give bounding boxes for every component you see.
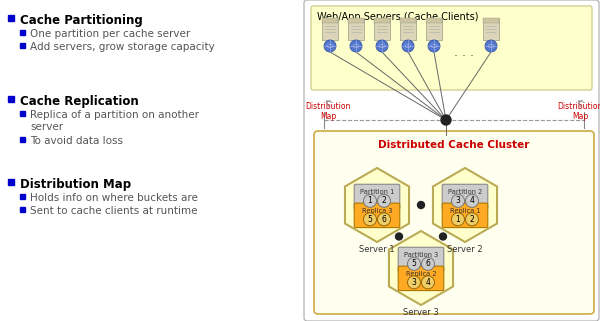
Bar [8, 15, 14, 21]
Circle shape [402, 40, 414, 52]
Text: Distribution Map: Distribution Map [20, 178, 131, 191]
Text: Replica 3: Replica 3 [362, 208, 392, 214]
FancyBboxPatch shape [314, 131, 594, 314]
Text: 1: 1 [368, 196, 373, 205]
Bar [20, 207, 25, 212]
Bar [20, 43, 25, 48]
Text: Holds info on where buckets are: Holds info on where buckets are [30, 193, 198, 203]
Text: Replica 2: Replica 2 [406, 271, 436, 277]
Text: 1: 1 [455, 215, 460, 224]
FancyBboxPatch shape [354, 203, 400, 228]
Circle shape [407, 257, 421, 270]
FancyBboxPatch shape [398, 247, 444, 273]
Circle shape [452, 194, 464, 207]
Circle shape [407, 276, 421, 289]
Circle shape [395, 233, 403, 240]
Circle shape [439, 233, 446, 240]
Text: 4: 4 [425, 278, 430, 287]
Bar [400, 18, 416, 23]
Bar [426, 18, 442, 23]
FancyBboxPatch shape [483, 18, 499, 40]
Circle shape [485, 40, 497, 52]
Text: 2: 2 [470, 215, 475, 224]
Circle shape [377, 213, 391, 226]
Bar [348, 18, 364, 23]
Bar [8, 96, 14, 102]
Text: Web/App Servers (Cache Clients): Web/App Servers (Cache Clients) [317, 12, 479, 22]
Bar [20, 111, 25, 116]
Circle shape [376, 40, 388, 52]
Circle shape [421, 276, 434, 289]
Text: Distributed Cache Cluster: Distributed Cache Cluster [379, 140, 530, 150]
Text: 5: 5 [368, 215, 373, 224]
Text: Partition 3: Partition 3 [404, 252, 438, 258]
Circle shape [324, 40, 336, 52]
Bar [20, 194, 25, 199]
Bar [8, 179, 14, 185]
Text: 5: 5 [412, 259, 416, 268]
FancyBboxPatch shape [400, 18, 416, 40]
FancyBboxPatch shape [442, 184, 488, 210]
Text: 3: 3 [455, 196, 460, 205]
Circle shape [441, 115, 451, 125]
Bar [20, 137, 25, 142]
Circle shape [466, 194, 479, 207]
Bar [322, 18, 338, 23]
Circle shape [364, 213, 377, 226]
Text: Sent to cache clients at runtime: Sent to cache clients at runtime [30, 206, 197, 216]
Text: Partition 2: Partition 2 [448, 189, 482, 195]
Text: Distribution
Map: Distribution Map [557, 102, 600, 121]
FancyBboxPatch shape [374, 18, 390, 40]
Text: Replica 1: Replica 1 [450, 208, 480, 214]
Text: One partition per cache server: One partition per cache server [30, 29, 190, 39]
Bar [483, 18, 499, 23]
Polygon shape [345, 168, 409, 242]
Circle shape [428, 40, 440, 52]
Text: 2: 2 [382, 196, 386, 205]
Polygon shape [433, 168, 497, 242]
Text: Server 3: Server 3 [403, 308, 439, 317]
Text: 3: 3 [412, 278, 416, 287]
Circle shape [466, 213, 479, 226]
Text: . . .: . . . [454, 46, 474, 58]
Text: 6: 6 [382, 215, 386, 224]
Circle shape [452, 213, 464, 226]
FancyBboxPatch shape [304, 0, 599, 321]
Polygon shape [389, 231, 453, 305]
Circle shape [377, 194, 391, 207]
Text: Partition 1: Partition 1 [360, 189, 394, 195]
Text: 4: 4 [470, 196, 475, 205]
FancyBboxPatch shape [348, 18, 364, 40]
Text: Cache Replication: Cache Replication [20, 95, 139, 108]
Text: Cache Partitioning: Cache Partitioning [20, 14, 143, 27]
Text: Replica of a partition on another
server: Replica of a partition on another server [30, 110, 199, 132]
Text: Server 1: Server 1 [359, 245, 395, 254]
Text: 6: 6 [425, 259, 430, 268]
Circle shape [421, 257, 434, 270]
FancyBboxPatch shape [426, 18, 442, 40]
Circle shape [350, 40, 362, 52]
Bar [374, 18, 390, 23]
Circle shape [418, 202, 425, 209]
FancyBboxPatch shape [311, 6, 592, 90]
Text: Server 2: Server 2 [447, 245, 483, 254]
Circle shape [364, 194, 377, 207]
Text: Distribution
Map: Distribution Map [305, 102, 350, 121]
Text: Add servers, grow storage capacity: Add servers, grow storage capacity [30, 42, 215, 52]
Text: To avoid data loss: To avoid data loss [30, 136, 123, 146]
FancyBboxPatch shape [442, 203, 488, 228]
FancyBboxPatch shape [354, 184, 400, 210]
FancyBboxPatch shape [398, 266, 444, 291]
Bar [20, 30, 25, 35]
FancyBboxPatch shape [322, 18, 338, 40]
